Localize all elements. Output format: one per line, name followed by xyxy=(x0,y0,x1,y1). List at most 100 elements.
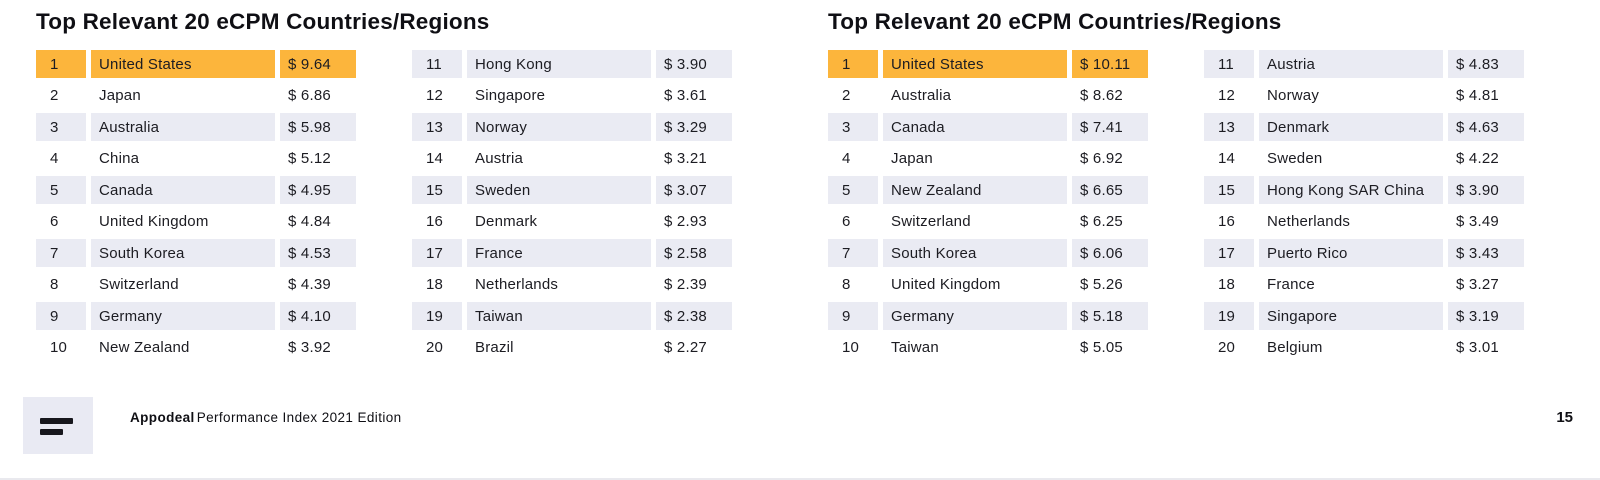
ecpm-value-cell: $ 6.65 xyxy=(1072,176,1148,204)
table-row: 15 Hong Kong SAR China $ 3.90 xyxy=(1204,176,1524,204)
table-row: 20 Brazil $ 2.27 xyxy=(412,334,732,362)
ecpm-value-cell: $ 4.53 xyxy=(280,239,356,267)
rank-cell: 3 xyxy=(828,113,878,141)
ecpm-value-cell: $ 6.92 xyxy=(1080,150,1123,167)
country-cell: Japan xyxy=(891,150,933,167)
country-cell: France xyxy=(1267,276,1315,293)
table-row: 2 Japan $ 6.86 xyxy=(36,82,356,110)
country-cell: Canada xyxy=(91,176,275,204)
ecpm-value-cell: $ 5.12 xyxy=(288,150,331,167)
country-cell: United States xyxy=(91,50,275,78)
rank-cell: 19 xyxy=(412,302,462,330)
table-row: 13 Denmark $ 4.63 xyxy=(1204,113,1524,141)
ecpm-value-cell: $ 3.61 xyxy=(664,87,707,104)
country-cell: Netherlands xyxy=(1267,213,1351,230)
rank-cell: 16 xyxy=(426,213,444,230)
country-cell: Puerto Rico xyxy=(1259,239,1443,267)
rank-cell: 6 xyxy=(50,213,59,230)
country-cell: Hong Kong xyxy=(467,50,651,78)
table-row: 4 Japan $ 6.92 xyxy=(828,145,1148,173)
table-row: 1 United States $ 10.11 xyxy=(828,50,1148,78)
rank-cell: 4 xyxy=(842,150,851,167)
ecpm-value-cell: $ 5.18 xyxy=(1072,302,1148,330)
country-cell: United States xyxy=(883,50,1067,78)
country-cell: South Korea xyxy=(883,239,1067,267)
table-title: Top Relevant 20 eCPM Countries/Regions xyxy=(36,9,490,34)
rank-cell: 5 xyxy=(36,176,86,204)
ecpm-value-cell: $ 7.41 xyxy=(1072,113,1148,141)
country-cell: Germany xyxy=(883,302,1067,330)
rank-cell: 16 xyxy=(1218,213,1236,230)
rank-cell: 7 xyxy=(36,239,86,267)
table-row: 17 France $ 2.58 xyxy=(412,239,732,267)
rank-cell: 3 xyxy=(36,113,86,141)
table-row: 18 France $ 3.27 xyxy=(1204,271,1524,299)
country-cell: Norway xyxy=(1267,87,1320,104)
table-column-ranks-11-20: 11 Hong Kong $ 3.90 12 Singapore $ 3.61 13 Norw… xyxy=(412,50,732,365)
table-row: 6 United Kingdom $ 4.84 xyxy=(36,208,356,236)
ecpm-table-right: Top Relevant 20 eCPM Countries/Regions 1… xyxy=(828,9,1528,365)
rank-cell: 8 xyxy=(842,276,851,293)
country-cell: Taiwan xyxy=(467,302,651,330)
ecpm-value-cell: $ 2.38 xyxy=(656,302,732,330)
ecpm-value-cell: $ 4.22 xyxy=(1456,150,1499,167)
rank-cell: 15 xyxy=(1204,176,1254,204)
table-row: 6 Switzerland $ 6.25 xyxy=(828,208,1148,236)
rank-cell: 5 xyxy=(828,176,878,204)
ecpm-value-cell: $ 4.84 xyxy=(288,213,331,230)
ecpm-value-cell: $ 4.63 xyxy=(1448,113,1524,141)
country-cell: France xyxy=(467,239,651,267)
table-row: 9 Germany $ 4.10 xyxy=(36,302,356,330)
ecpm-value-cell: $ 9.64 xyxy=(280,50,356,78)
ecpm-value-cell: $ 3.19 xyxy=(1448,302,1524,330)
table-row: 12 Norway $ 4.81 xyxy=(1204,82,1524,110)
table-columns: 1 United States $ 10.11 2 Australia $ 8.62 3 Ca… xyxy=(828,50,1528,365)
rank-cell: 15 xyxy=(412,176,462,204)
country-cell: Taiwan xyxy=(891,339,939,356)
table-row: 20 Belgium $ 3.01 xyxy=(1204,334,1524,362)
rank-cell: 4 xyxy=(50,150,59,167)
table-row: 19 Singapore $ 3.19 xyxy=(1204,302,1524,330)
ecpm-value-cell: $ 8.62 xyxy=(1080,87,1123,104)
table-row: 5 Canada $ 4.95 xyxy=(36,176,356,204)
ecpm-value-cell: $ 3.07 xyxy=(656,176,732,204)
rank-cell: 14 xyxy=(1218,150,1236,167)
page-number: 15 xyxy=(1556,409,1573,426)
rank-cell: 11 xyxy=(1204,50,1254,78)
table-row: 13 Norway $ 3.29 xyxy=(412,113,732,141)
table-row: 11 Austria $ 4.83 xyxy=(1204,50,1524,78)
country-cell: Japan xyxy=(99,87,141,104)
table-row: 8 United Kingdom $ 5.26 xyxy=(828,271,1148,299)
ecpm-value-cell: $ 2.27 xyxy=(664,339,707,356)
ecpm-value-cell: $ 3.90 xyxy=(656,50,732,78)
rank-cell: 2 xyxy=(50,87,59,104)
country-cell: Belgium xyxy=(1267,339,1323,356)
ecpm-table-left: Top Relevant 20 eCPM Countries/Regions 1… xyxy=(36,9,736,365)
rank-cell: 9 xyxy=(36,302,86,330)
ecpm-value-cell: $ 6.25 xyxy=(1080,213,1123,230)
table-row: 10 Taiwan $ 5.05 xyxy=(828,334,1148,362)
ecpm-value-cell: $ 3.29 xyxy=(656,113,732,141)
rank-cell: 19 xyxy=(1204,302,1254,330)
country-cell: Austria xyxy=(475,150,524,167)
table-row: 7 South Korea $ 6.06 xyxy=(828,239,1148,267)
country-cell: Hong Kong SAR China xyxy=(1259,176,1443,204)
table-row: 3 Australia $ 5.98 xyxy=(36,113,356,141)
table-row: 14 Austria $ 3.21 xyxy=(412,145,732,173)
country-cell: Australia xyxy=(91,113,275,141)
logo-bar-icon xyxy=(40,418,73,424)
country-cell: Brazil xyxy=(475,339,514,356)
table-column-ranks-11-20: 11 Austria $ 4.83 12 Norway $ 4.81 13 Denmark $ … xyxy=(1204,50,1524,365)
rank-cell: 18 xyxy=(1218,276,1236,293)
table-column-ranks-1-10: 1 United States $ 10.11 2 Australia $ 8.62 3 Ca… xyxy=(828,50,1148,365)
ecpm-value-cell: $ 4.10 xyxy=(280,302,356,330)
rank-cell: 18 xyxy=(426,276,444,293)
rank-cell: 9 xyxy=(828,302,878,330)
brand-subtitle: Performance Index 2021 Edition xyxy=(196,410,402,425)
rank-cell: 10 xyxy=(50,339,68,356)
rank-cell: 6 xyxy=(842,213,851,230)
ecpm-value-cell: $ 6.86 xyxy=(288,87,331,104)
country-cell: Canada xyxy=(883,113,1067,141)
country-cell: New Zealand xyxy=(99,339,190,356)
ecpm-value-cell: $ 5.26 xyxy=(1080,276,1123,293)
